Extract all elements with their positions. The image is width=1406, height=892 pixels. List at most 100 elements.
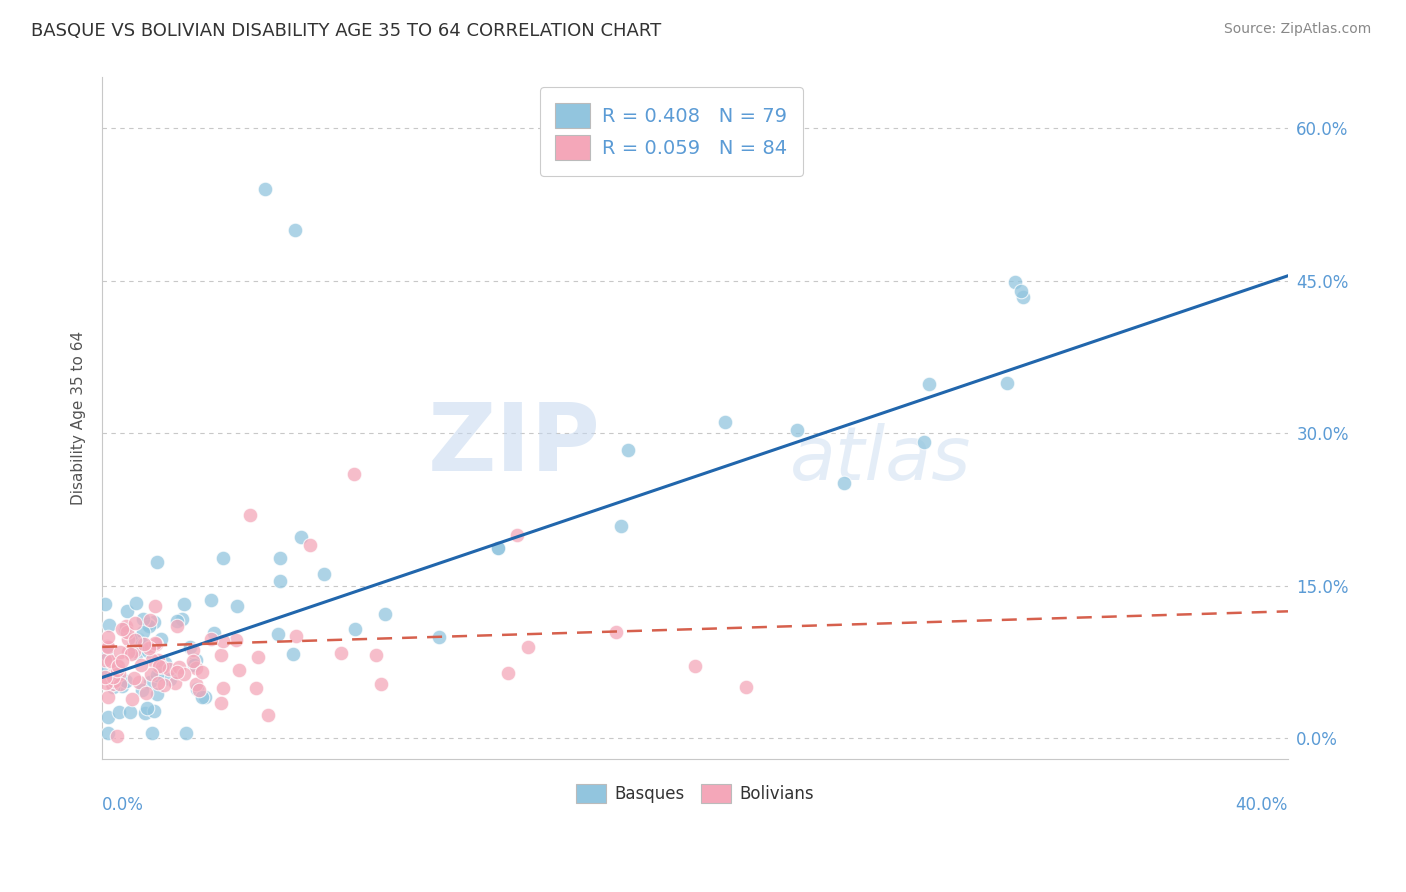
Point <box>184 676 207 690</box>
Point <box>122 671 145 685</box>
Point <box>281 647 304 661</box>
Point <box>128 675 150 690</box>
Point <box>209 696 232 710</box>
Point <box>132 637 155 651</box>
Point <box>506 528 529 542</box>
Point <box>117 632 139 646</box>
Point <box>141 653 163 667</box>
Point <box>94 676 117 690</box>
Point <box>167 660 190 674</box>
Point <box>115 625 138 640</box>
Point <box>145 637 167 651</box>
Point <box>290 530 312 544</box>
Point <box>735 680 758 694</box>
Point <box>191 690 214 705</box>
Point <box>159 672 181 686</box>
Point <box>166 619 188 633</box>
Point <box>110 677 132 691</box>
Point <box>257 708 280 723</box>
Point <box>918 377 941 392</box>
Point <box>139 613 162 627</box>
Point <box>115 673 138 688</box>
Point <box>617 443 640 458</box>
Point <box>100 677 122 691</box>
Point <box>713 415 735 429</box>
Point <box>1010 284 1032 298</box>
Point <box>344 622 367 636</box>
Point <box>97 630 120 644</box>
Point <box>131 637 153 651</box>
Point <box>269 551 291 566</box>
Point <box>136 644 159 658</box>
Point <box>330 647 353 661</box>
Point <box>157 662 180 676</box>
Point <box>226 599 249 613</box>
Point <box>517 640 540 655</box>
Point <box>100 654 122 668</box>
Point <box>111 623 134 637</box>
Point <box>148 658 170 673</box>
Point <box>374 607 396 622</box>
Point <box>139 640 162 654</box>
Point <box>97 726 120 740</box>
Point <box>139 666 162 681</box>
Point <box>186 653 208 667</box>
Point <box>832 475 855 490</box>
Point <box>114 622 136 636</box>
Text: 40.0%: 40.0% <box>1236 797 1288 814</box>
Point <box>150 632 173 646</box>
Point <box>1011 290 1033 304</box>
Point <box>108 706 131 720</box>
Point <box>117 645 139 659</box>
Point <box>105 663 128 677</box>
Point <box>135 686 157 700</box>
Point <box>143 636 166 650</box>
Point <box>141 726 163 740</box>
Point <box>183 658 205 673</box>
Point <box>110 645 132 659</box>
Point <box>103 674 125 689</box>
Point <box>132 612 155 626</box>
Point <box>181 654 204 668</box>
Point <box>122 643 145 657</box>
Point <box>683 658 706 673</box>
Point <box>187 682 209 697</box>
Point <box>105 730 128 744</box>
Point <box>228 663 250 677</box>
Point <box>183 642 205 657</box>
Point <box>239 508 262 522</box>
Point <box>146 687 169 701</box>
Point <box>148 665 170 679</box>
Point <box>97 690 120 704</box>
Point <box>211 634 233 648</box>
Point <box>129 657 152 672</box>
Point <box>96 647 118 661</box>
Point <box>247 649 270 664</box>
Point <box>124 637 146 651</box>
Text: Source: ZipAtlas.com: Source: ZipAtlas.com <box>1223 22 1371 37</box>
Point <box>186 661 208 675</box>
Point <box>610 519 633 533</box>
Point <box>142 704 165 718</box>
Point <box>912 435 935 450</box>
Point <box>173 597 195 611</box>
Point <box>191 665 214 680</box>
Point <box>94 597 117 611</box>
Point <box>143 599 166 614</box>
Point <box>111 654 134 668</box>
Point <box>225 632 247 647</box>
Point <box>202 625 225 640</box>
Point <box>245 681 267 695</box>
Point <box>211 681 233 695</box>
Point <box>153 678 176 692</box>
Point <box>194 690 217 705</box>
Point <box>114 619 136 633</box>
Point <box>94 665 117 679</box>
Point <box>166 665 188 680</box>
Point <box>139 675 162 690</box>
Point <box>254 182 277 196</box>
Point <box>94 670 117 684</box>
Point <box>121 692 143 706</box>
Point <box>605 625 627 640</box>
Point <box>96 639 118 653</box>
